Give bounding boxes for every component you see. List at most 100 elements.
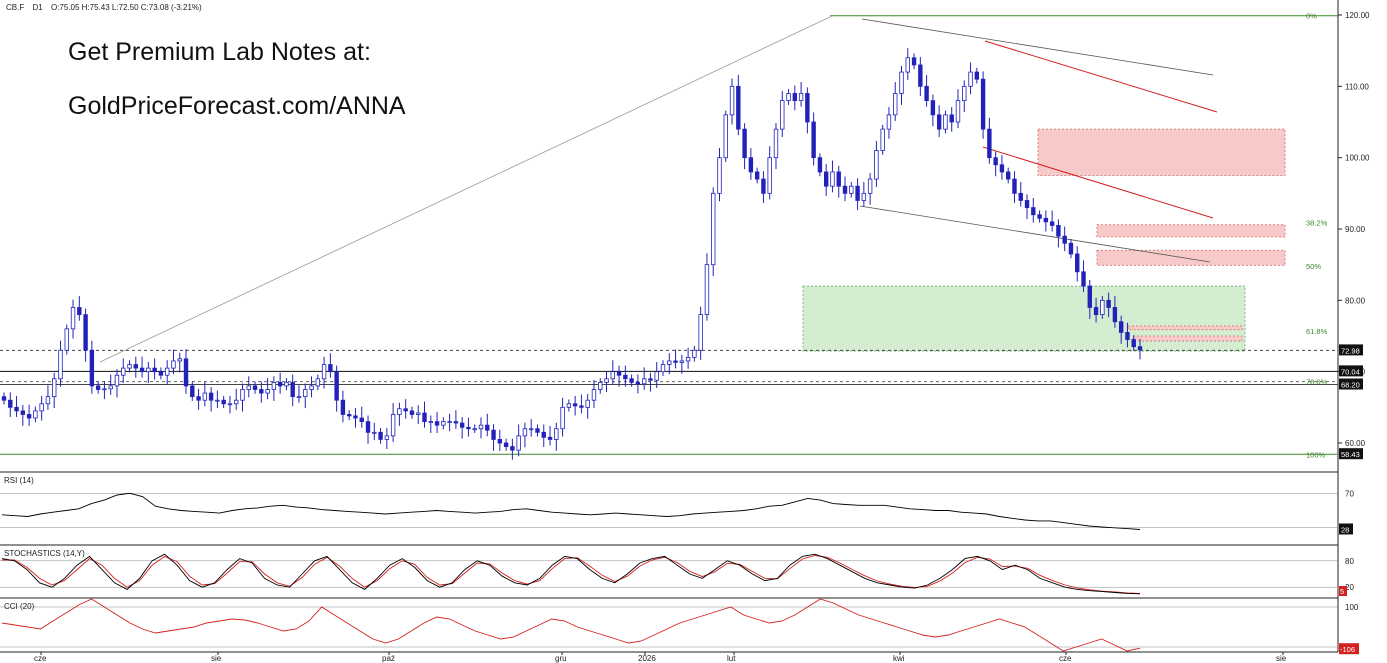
candle-body [980, 78, 986, 130]
candle-body [340, 399, 346, 415]
candle-body [591, 389, 597, 401]
candle-body [999, 164, 1005, 173]
promo-line-1: Get Premium Lab Notes at: [68, 38, 371, 66]
candle-body [616, 371, 622, 376]
candle-body [177, 358, 182, 362]
red-trend-upper [984, 40, 1218, 113]
candle-body [761, 178, 766, 194]
candle-body [692, 349, 697, 358]
candle-body [610, 371, 615, 380]
candle-body [491, 429, 496, 440]
cci-panel: 100 -106 [0, 598, 1359, 655]
candle-body [911, 57, 917, 66]
candle-body [372, 431, 377, 434]
resistance-zone [1096, 224, 1286, 238]
candle-body [108, 385, 113, 390]
trend-lines [99, 15, 1218, 363]
candle-body [190, 385, 195, 398]
candle-body [328, 364, 333, 373]
price-tag-box [1339, 448, 1363, 460]
candle-body [227, 403, 233, 406]
candle-body [817, 157, 823, 173]
candle-body [365, 421, 371, 433]
candle-body [547, 436, 553, 440]
lower-channel-line [859, 205, 1211, 263]
candle-body [1093, 307, 1099, 316]
candle-body [698, 314, 703, 351]
candles [1, 48, 1143, 460]
cci-value-label: -106 [1340, 645, 1355, 654]
candle-body [89, 349, 95, 387]
time-tick-label: 2026 [638, 654, 656, 663]
candle-body [529, 428, 534, 431]
candle-body [485, 424, 490, 431]
panel-frames [0, 0, 1339, 653]
candle-body [924, 85, 929, 102]
candle-body [466, 426, 471, 430]
candle-body [133, 364, 139, 369]
candle-body [572, 403, 578, 407]
candle-body [397, 408, 402, 415]
candle-body [102, 388, 107, 391]
time-tick-label: lut [727, 654, 736, 663]
candle-body [1049, 221, 1055, 226]
candle-body [522, 428, 528, 437]
candle-body [284, 381, 289, 387]
candle-body [453, 421, 459, 424]
candle-body [842, 185, 848, 194]
candle-body [1043, 217, 1049, 223]
candle-body [1037, 214, 1042, 219]
candle-body [654, 371, 659, 381]
candle-body [83, 314, 88, 351]
candle-body [667, 360, 672, 365]
stoch-k-line [1, 553, 1141, 595]
candle-body [1118, 321, 1124, 333]
candle-body [736, 85, 741, 130]
candle-body [987, 128, 992, 159]
candle-body [993, 157, 998, 166]
cci-value-box [1339, 643, 1359, 655]
candle-body [541, 431, 546, 438]
candle-body [635, 381, 641, 385]
candle-body [77, 307, 82, 316]
candle-body [315, 378, 321, 387]
candle-body [1024, 200, 1030, 208]
candle-body [773, 128, 779, 159]
resistance-zone [1127, 325, 1243, 331]
price-tag-label: 70.04 [1341, 367, 1360, 376]
candle-body [20, 410, 26, 415]
candle-body [1137, 346, 1143, 351]
candle-body [503, 442, 509, 447]
cci-line [1, 598, 1141, 652]
candle-body [45, 396, 51, 405]
candle-body [1081, 271, 1086, 287]
time-tick-label: cze [34, 654, 47, 663]
candle-body [1018, 192, 1023, 201]
stoch-tick-label: 20 [1345, 583, 1354, 592]
price-zones [802, 128, 1286, 352]
candle-body [196, 396, 201, 401]
candle-body [303, 389, 308, 398]
price-tick-label: 80.00 [1345, 296, 1366, 305]
candle-body [234, 399, 239, 405]
candle-body [943, 114, 948, 130]
candle-body [158, 371, 164, 376]
price-tick-label: 110.00 [1345, 82, 1369, 91]
candle-body [648, 378, 653, 381]
candle-body [221, 399, 226, 405]
fib-label: 100% [1306, 450, 1326, 459]
price-tick-label: 90.00 [1345, 225, 1366, 234]
candle-body [823, 171, 829, 187]
candle-body [321, 364, 327, 380]
candle-body [968, 71, 973, 87]
rsi-line [1, 492, 1141, 530]
price-tag-box [1339, 365, 1363, 377]
candle-body [685, 356, 691, 362]
promo-line-2: GoldPriceForecast.com/ANNA [68, 92, 406, 120]
interval-label: D1 [32, 3, 43, 12]
candle-body [949, 114, 954, 123]
candle-body [748, 157, 754, 173]
candle-body [434, 421, 440, 426]
candle-body [334, 371, 339, 401]
